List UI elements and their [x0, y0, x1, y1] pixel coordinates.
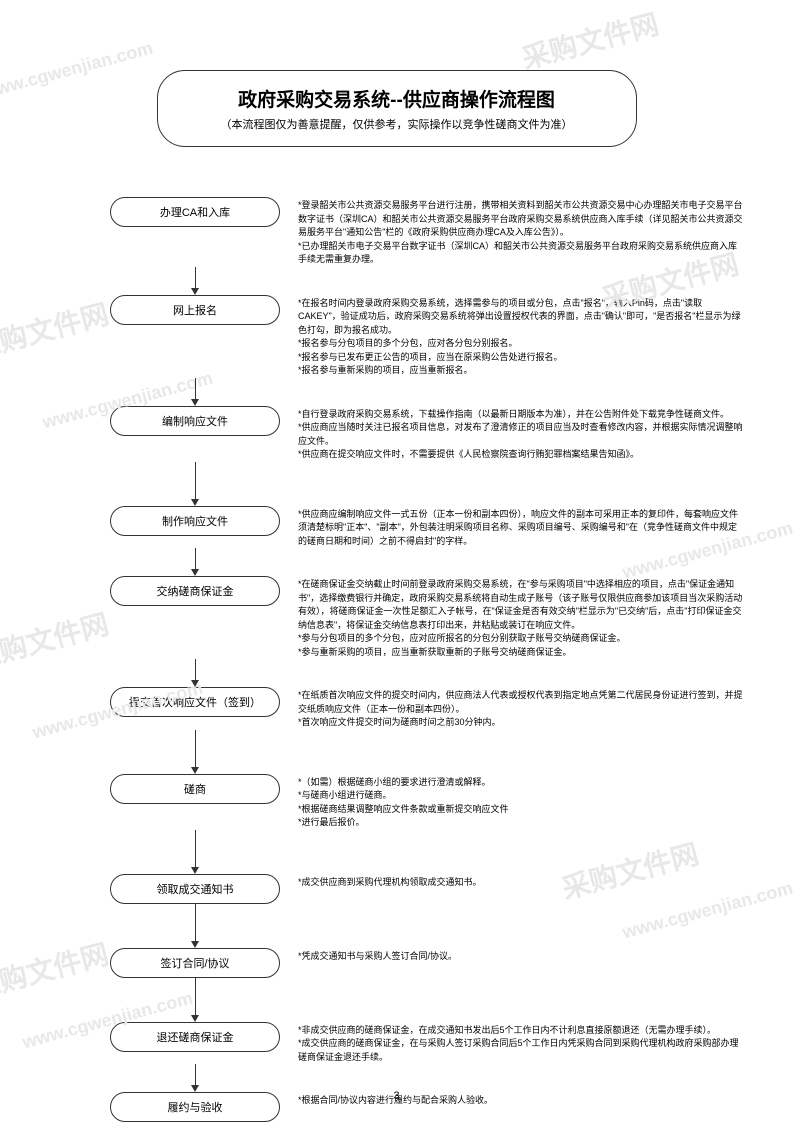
desc-line: *报名参与重新采购的项目，应当重新报名。: [298, 364, 743, 378]
desc-line: *供应商在提交响应文件时，不需要提供《人民检察院查询行贿犯罪档案结果告知函》。: [298, 448, 743, 462]
step-row: 领取成交通知书 *成交供应商到采购代理机构领取成交通知书。: [110, 874, 743, 904]
step-description: *在磋商保证金交纳截止时间前登录政府采购交易系统，在"参与采购项目"中选择相应的…: [298, 576, 743, 659]
step-description: *在纸质首次响应文件的提交时间内，供应商法人代表或授权代表到指定地点凭第二代居民…: [298, 687, 743, 730]
arrow-row: [110, 1064, 743, 1092]
desc-line: *供应商应编制响应文件一式五份（正本一份和副本四份），响应文件的副本可采用正本的…: [298, 508, 743, 549]
desc-line: *根据合同/协议内容进行履约与配合采购人验收。: [298, 1094, 743, 1108]
arrow-row: [110, 904, 743, 948]
step-description: *（如需）根据磋商小组的要求进行澄清或解释。*与磋商小组进行磋商。*根据磋商结果…: [298, 774, 743, 830]
arrow-down-icon: [195, 378, 196, 406]
step-node: 履约与验收: [110, 1092, 280, 1122]
step-description: *非成交供应商的磋商保证金，在成交通知书发出后5个工作日内不计利息直接原额退还（…: [298, 1022, 743, 1065]
arrow-down-icon: [195, 978, 196, 1022]
desc-line: *（如需）根据磋商小组的要求进行澄清或解释。: [298, 776, 743, 790]
step-node: 制作响应文件: [110, 506, 280, 536]
step-row: 编制响应文件 *自行登录政府采购交易系统，下载操作指南（以最新日期版本为准），并在…: [110, 406, 743, 462]
arrow-down-icon: [195, 548, 196, 576]
desc-line: *登录韶关市公共资源交易服务平台进行注册，携带相关资料到韶关市公共资源交易中心办…: [298, 199, 743, 240]
step-row: 制作响应文件 *供应商应编制响应文件一式五份（正本一份和副本四份），响应文件的副本…: [110, 506, 743, 549]
flowchart: 办理CA和入库 *登录韶关市公共资源交易服务平台进行注册，携带相关资料到韶关市公共…: [110, 197, 743, 1122]
desc-line: *参与分包项目的多个分包，应对应所报名的分包分别获取子账号交纳磋商保证金。: [298, 632, 743, 646]
step-description: *根据合同/协议内容进行履约与配合采购人验收。: [298, 1092, 743, 1108]
arrow-cell: [110, 730, 280, 774]
desc-line: *参与重新采购的项目，应当重新获取重新的子账号交纳磋商保证金。: [298, 646, 743, 660]
step-node: 办理CA和入库: [110, 197, 280, 227]
arrow-row: [110, 462, 743, 506]
arrow-cell: [110, 1064, 280, 1092]
arrow-row: [110, 730, 743, 774]
step-node: 交纳磋商保证金: [110, 576, 280, 606]
step-description: *自行登录政府采购交易系统，下载操作指南（以最新日期版本为准），并在公告附件处下…: [298, 406, 743, 462]
step-node: 领取成交通知书: [110, 874, 280, 904]
arrow-down-icon: [195, 267, 196, 295]
step-row: 网上报名 *在报名时间内登录政府采购交易系统，选择需参与的项目或分包，点击"报名"…: [110, 295, 743, 378]
title-sub: （本流程图仅为善意提醒，仅供参考，实际操作以竞争性磋商文件为准）: [198, 116, 596, 132]
step-row: 退还磋商保证金 *非成交供应商的磋商保证金，在成交通知书发出后5个工作日内不计利息…: [110, 1022, 743, 1065]
step-description: *凭成交通知书与采购人签订合同/协议。: [298, 948, 743, 964]
arrow-row: [110, 659, 743, 687]
desc-line: *非成交供应商的磋商保证金，在成交通知书发出后5个工作日内不计利息直接原额退还（…: [298, 1024, 743, 1038]
page-number: 3: [393, 1090, 399, 1102]
desc-line: *与磋商小组进行磋商。: [298, 789, 743, 803]
watermark: www.cgwenjian.com: [0, 38, 155, 104]
desc-line: *已办理韶关市电子交易平台数字证书（深圳CA）和韶关市公共资源交易服务平台政府采…: [298, 240, 743, 267]
arrow-down-icon: [195, 462, 196, 506]
arrow-row: [110, 267, 743, 295]
watermark: 采购文件网: [0, 293, 113, 368]
step-row: 签订合同/协议 *凭成交通知书与采购人签订合同/协议。: [110, 948, 743, 978]
watermark: 采购文件网: [0, 933, 113, 1008]
arrow-row: [110, 378, 743, 406]
arrow-cell: [110, 978, 280, 1022]
arrow-cell: [110, 904, 280, 948]
step-description: *供应商应编制响应文件一式五份（正本一份和副本四份），响应文件的副本可采用正本的…: [298, 506, 743, 549]
arrow-down-icon: [195, 904, 196, 948]
arrow-cell: [110, 548, 280, 576]
desc-line: *成交供应商到采购代理机构领取成交通知书。: [298, 876, 743, 890]
step-row: 磋商 *（如需）根据磋商小组的要求进行澄清或解释。*与磋商小组进行磋商。*根据磋商…: [110, 774, 743, 830]
title-box: 政府采购交易系统--供应商操作流程图 （本流程图仅为善意提醒，仅供参考，实际操作…: [157, 70, 637, 147]
arrow-cell: [110, 378, 280, 406]
step-row: 提交首次响应文件（签到） *在纸质首次响应文件的提交时间内，供应商法人代表或授权代…: [110, 687, 743, 730]
arrow-row: [110, 978, 743, 1022]
arrow-cell: [110, 462, 280, 506]
step-description: *成交供应商到采购代理机构领取成交通知书。: [298, 874, 743, 890]
desc-line: *凭成交通知书与采购人签订合同/协议。: [298, 950, 743, 964]
step-description: *登录韶关市公共资源交易服务平台进行注册，携带相关资料到韶关市公共资源交易中心办…: [298, 197, 743, 267]
step-node: 编制响应文件: [110, 406, 280, 436]
title-main: 政府采购交易系统--供应商操作流程图: [198, 85, 596, 112]
desc-line: *在纸质首次响应文件的提交时间内，供应商法人代表或授权代表到指定地点凭第二代居民…: [298, 689, 743, 716]
desc-line: *进行最后报价。: [298, 816, 743, 830]
step-node: 网上报名: [110, 295, 280, 325]
step-node: 磋商: [110, 774, 280, 804]
desc-line: *首次响应文件提交时间为磋商时间之前30分钟内。: [298, 716, 743, 730]
arrow-cell: [110, 267, 280, 295]
desc-line: *根据磋商结果调整响应文件条款或重新提交响应文件: [298, 803, 743, 817]
desc-line: *自行登录政府采购交易系统，下载操作指南（以最新日期版本为准），并在公告附件处下…: [298, 408, 743, 422]
step-node: 提交首次响应文件（签到）: [110, 687, 280, 717]
arrow-down-icon: [195, 830, 196, 874]
watermark: 采购文件网: [517, 3, 663, 78]
step-node: 签订合同/协议: [110, 948, 280, 978]
desc-line: *在磋商保证金交纳截止时间前登录政府采购交易系统，在"参与采购项目"中选择相应的…: [298, 578, 743, 632]
desc-line: *供应商应当随时关注已报名项目信息，对发布了澄清修正的项目应当及时查看修改内容，…: [298, 421, 743, 448]
step-row: 交纳磋商保证金 *在磋商保证金交纳截止时间前登录政府采购交易系统，在"参与采购项目…: [110, 576, 743, 659]
arrow-down-icon: [195, 1064, 196, 1092]
arrow-row: [110, 830, 743, 874]
arrow-down-icon: [195, 730, 196, 774]
step-row: 办理CA和入库 *登录韶关市公共资源交易服务平台进行注册，携带相关资料到韶关市公共…: [110, 197, 743, 267]
step-description: *在报名时间内登录政府采购交易系统，选择需参与的项目或分包，点击"报名"，输入P…: [298, 295, 743, 378]
step-row: 履约与验收 *根据合同/协议内容进行履约与配合采购人验收。: [110, 1092, 743, 1122]
arrow-row: [110, 548, 743, 576]
arrow-down-icon: [195, 659, 196, 687]
desc-line: *在报名时间内登录政府采购交易系统，选择需参与的项目或分包，点击"报名"，输入P…: [298, 297, 743, 338]
arrow-cell: [110, 830, 280, 874]
desc-line: *报名参与分包项目的多个分包，应对各分包分别报名。: [298, 337, 743, 351]
desc-line: *报名参与已发布更正公告的项目，应当在原采购公告处进行报名。: [298, 351, 743, 365]
desc-line: *成交供应商的磋商保证金，在与采购人签订采购合同后5个工作日内凭采购合同到采购代…: [298, 1037, 743, 1064]
watermark: 采购文件网: [0, 603, 113, 678]
arrow-cell: [110, 659, 280, 687]
step-node: 退还磋商保证金: [110, 1022, 280, 1052]
